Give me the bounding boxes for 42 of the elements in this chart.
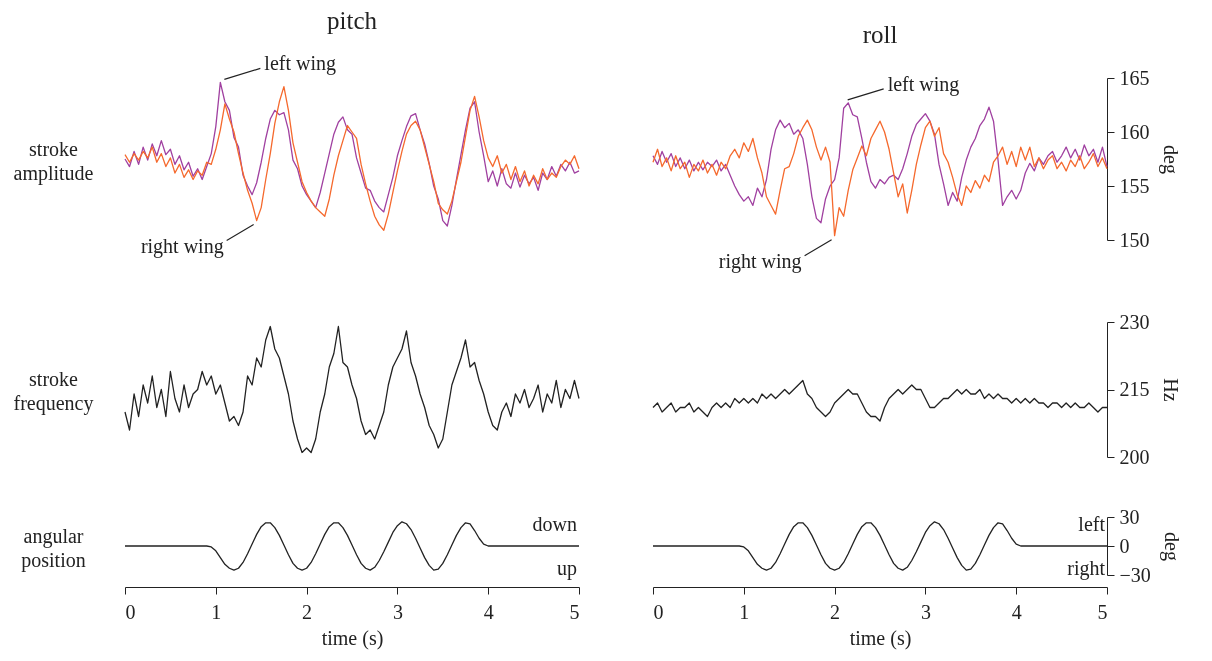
annotation: up [557,557,577,580]
annotation: right wing [140,234,224,258]
y-tick-label: 150 [1119,228,1150,251]
x-tick-label: 1 [739,600,750,623]
y-axis-title: deg [1158,145,1182,174]
y-axis-title: stroke frequency [13,368,94,415]
y-tick-label: 165 [1119,66,1150,89]
y-tick-label: 230 [1119,310,1150,333]
x-tick-label: 5 [1097,600,1108,623]
x-tick-label: 0 [653,600,664,623]
y-tick-label: 0 [1119,534,1130,557]
line-series [652,102,1108,224]
x-tick-label: 3 [392,600,403,623]
y-axis-title: Hz [1159,378,1182,402]
x-tick-label: 2 [302,600,313,623]
x-tick-label: 1 [211,600,222,623]
y-tick-label: −30 [1119,563,1151,586]
chart-title: roll [862,21,898,48]
annotation: right [1067,557,1106,580]
line-series [652,119,1108,237]
y-tick-label: 215 [1119,378,1150,400]
x-tick-label: 3 [920,600,931,623]
x-tick-label: 0 [125,600,136,623]
y-tick-label: 30 [1119,505,1140,528]
annotation: right wing [718,249,802,273]
y-tick-label: 200 [1119,445,1150,468]
chart-title: pitch [327,7,378,35]
y-axis-title: deg [1159,532,1183,561]
x-tick-label: 4 [483,600,494,623]
x-tick-label: 4 [1011,600,1022,623]
y-axis-title: stroke amplitude [13,137,94,185]
annotation: left [1078,513,1106,535]
x-axis-title: time (s) [321,626,384,650]
x-tick-label: 5 [569,600,580,623]
y-axis-title: angular position [21,524,86,572]
x-tick-label: 2 [830,600,841,623]
y-tick-label: 160 [1119,120,1150,143]
annotation: left wing [264,52,336,76]
annotation: down [532,513,577,535]
y-tick-label: 155 [1119,174,1150,197]
x-axis-title: time (s) [849,626,912,650]
annotation: left wing [887,72,960,96]
